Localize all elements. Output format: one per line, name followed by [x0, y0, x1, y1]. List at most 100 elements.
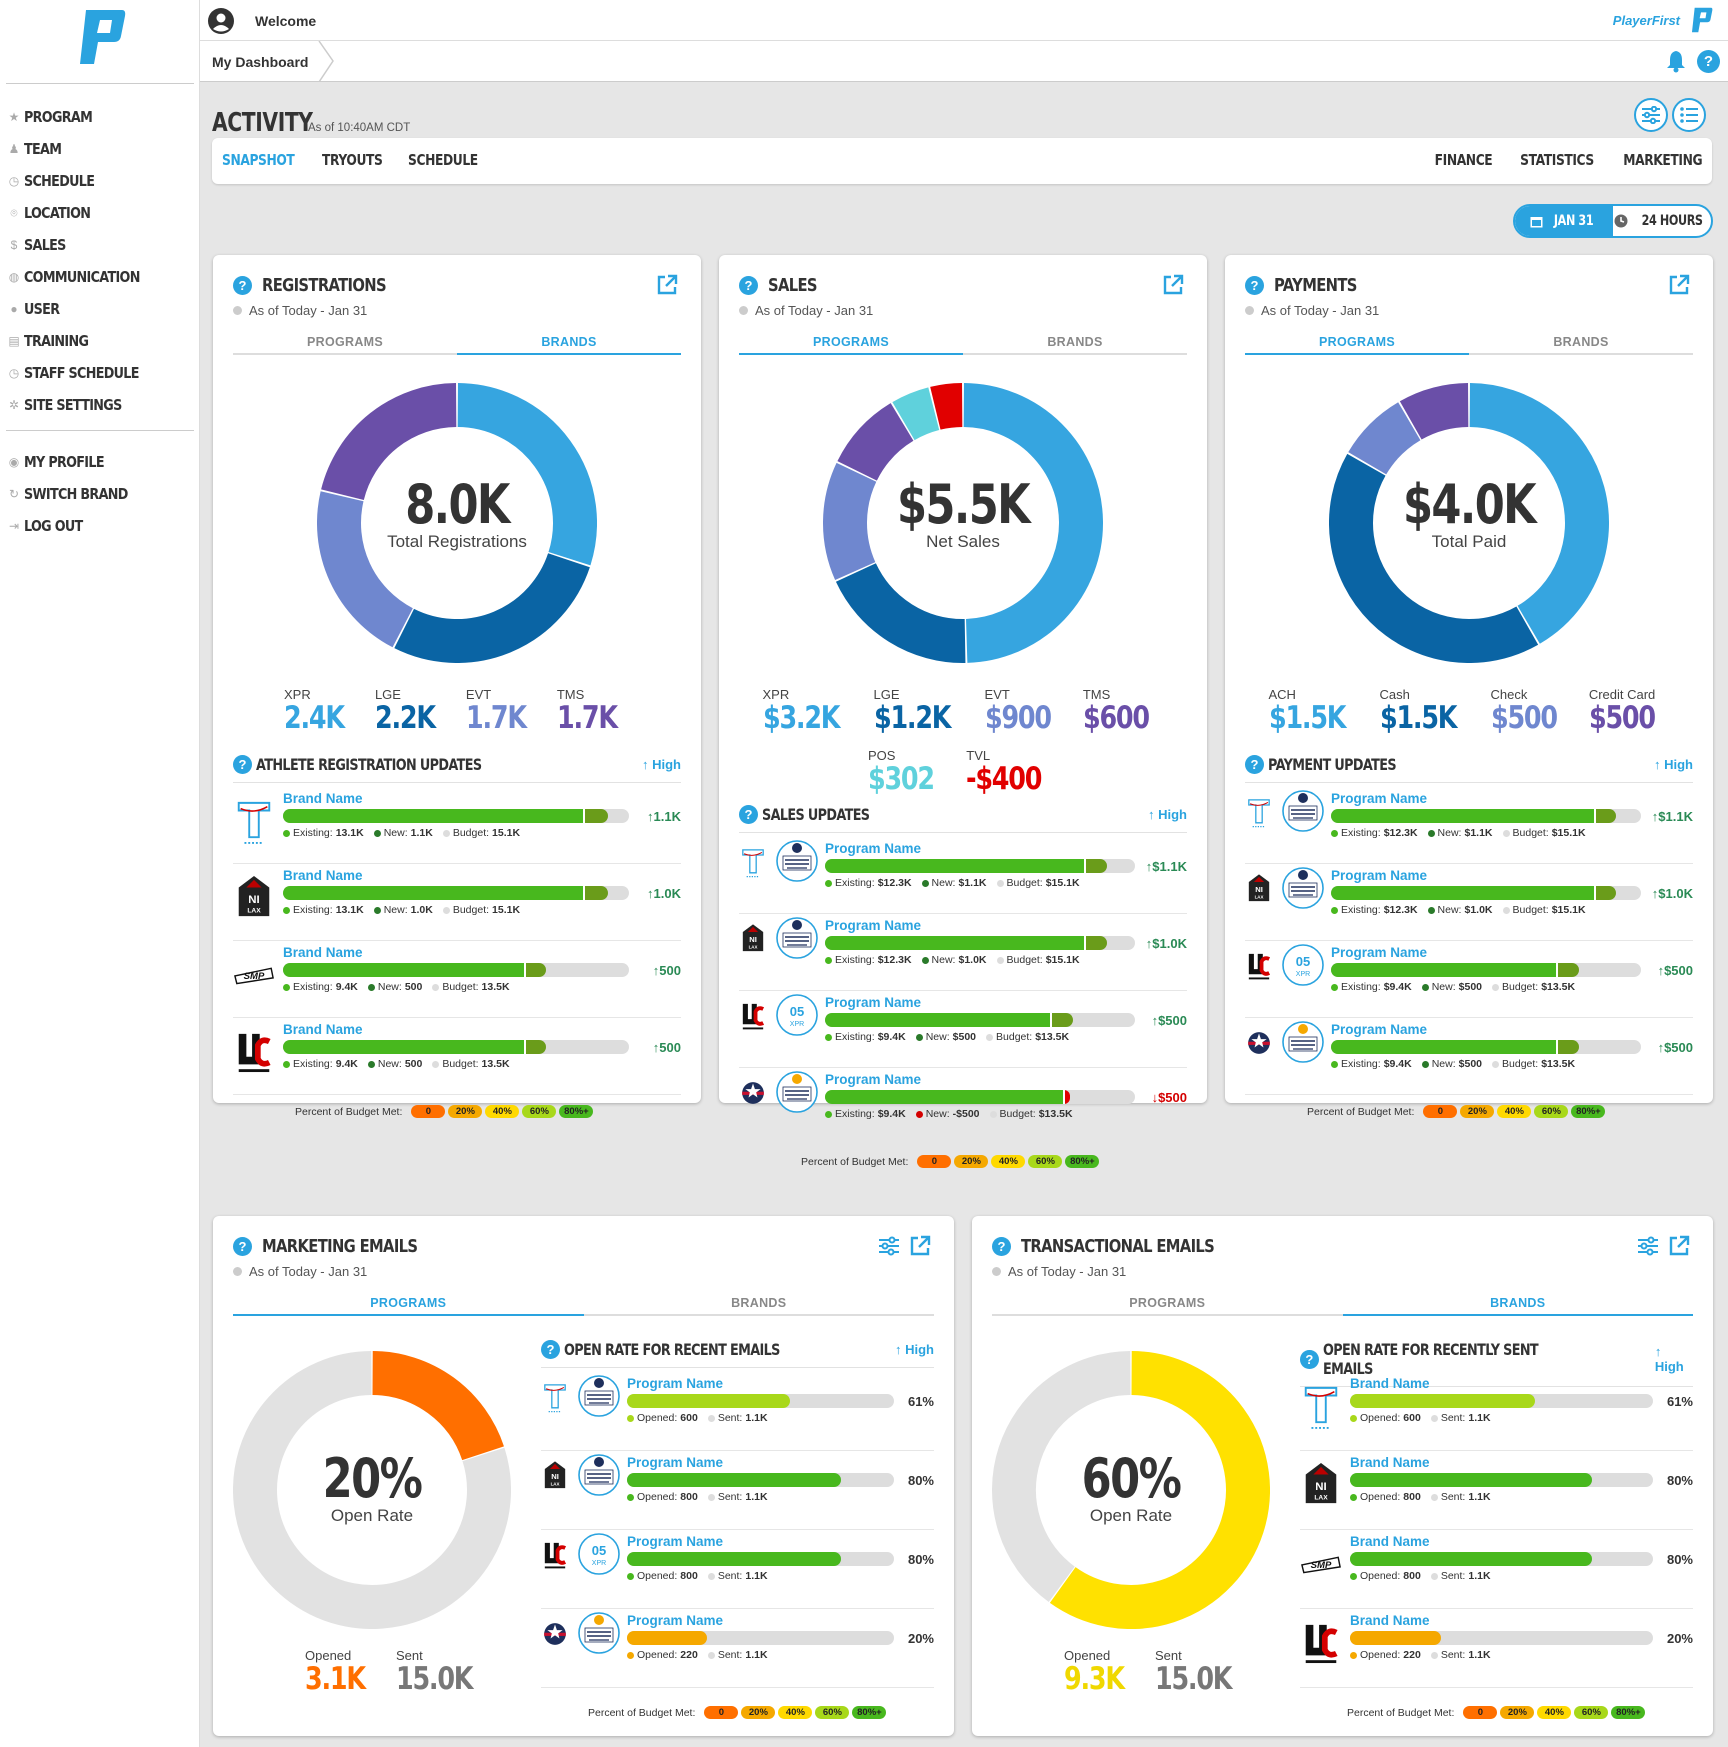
item-name[interactable]: Program Name: [825, 841, 922, 856]
sidebar-item-training[interactable]: ▤ TRAINING: [6, 325, 196, 357]
external-link-icon[interactable]: [1667, 1234, 1691, 1258]
sidebar-item-program[interactable]: ★ PROGRAM: [6, 101, 196, 133]
sidebar-item-user[interactable]: ● USER: [6, 293, 196, 325]
list-item[interactable]: NI LAX Program Name Existing: $12.3K New: $1…: [1245, 864, 1693, 941]
item-name[interactable]: Program Name: [627, 1455, 724, 1470]
help-icon[interactable]: ?: [1245, 276, 1264, 295]
help-icon[interactable]: ?: [739, 276, 758, 295]
playerfirst-logo[interactable]: [72, 6, 128, 68]
item-name[interactable]: Program Name: [1331, 868, 1428, 883]
external-link-icon[interactable]: [1161, 273, 1185, 297]
tab-statistics[interactable]: STATISTICS: [1520, 151, 1594, 169]
help-icon[interactable]: ?: [992, 1237, 1011, 1256]
list-item[interactable]: 05 XPR Program Name Existing: $9.4K New: $50…: [739, 991, 1187, 1068]
sort-high-button[interactable]: ↑ High: [1148, 807, 1187, 822]
donut-slice[interactable]: [992, 1351, 1132, 1603]
tab-brands[interactable]: BRANDS: [1469, 335, 1693, 355]
tab-schedule[interactable]: SCHEDULE: [408, 151, 478, 169]
sidebar-item-team[interactable]: ♟ TEAM: [6, 133, 196, 165]
item-name[interactable]: Program Name: [627, 1376, 724, 1391]
breadcrumb-dashboard[interactable]: My Dashboard: [212, 54, 309, 70]
donut-slice[interactable]: [317, 491, 414, 648]
donut-slice[interactable]: [930, 383, 963, 430]
donut-slice[interactable]: [823, 462, 877, 580]
item-name[interactable]: Program Name: [825, 995, 922, 1010]
list-item[interactable]: Program Name Existing: $12.3K New: $1.1K Bu…: [1245, 787, 1693, 864]
sort-high-button[interactable]: ↑ High: [642, 757, 681, 772]
donut-slice[interactable]: [1469, 383, 1609, 644]
list-item[interactable]: NI LAX Program Name Opened: 800 Sent: 1.1K 80…: [541, 1451, 934, 1530]
list-item[interactable]: SMP Brand Name Opened: 800 Sent: 1.1K 80%: [1300, 1530, 1693, 1609]
item-name[interactable]: Program Name: [825, 918, 922, 933]
donut-slice[interactable]: [233, 1351, 511, 1629]
help-icon[interactable]: ?: [1245, 755, 1264, 774]
sliders-icon[interactable]: [878, 1236, 900, 1256]
list-item[interactable]: Program Name Existing: $9.4K New: $500 Budg…: [1245, 1018, 1693, 1095]
avatar-icon[interactable]: [208, 8, 234, 34]
filter-button[interactable]: [1634, 98, 1668, 132]
list-item[interactable]: NI LAX Brand Name Existing: 13.1K New: 1.0K B…: [233, 864, 681, 941]
item-name[interactable]: Brand Name: [1350, 1534, 1430, 1549]
list-item[interactable]: Program Name Existing: $9.4K New: -$500 Bud…: [739, 1068, 1187, 1145]
item-name[interactable]: Brand Name: [283, 945, 363, 960]
list-item[interactable]: Brand Name Existing: 9.4K New: 500 Budget: …: [233, 1018, 681, 1095]
list-item[interactable]: NI LAX Program Name Existing: $12.3K New: $1…: [739, 914, 1187, 991]
donut-slice[interactable]: [394, 552, 590, 663]
sidebar-item-switch-brand[interactable]: ↻ SWITCH BRAND: [6, 478, 196, 510]
help-icon[interactable]: ?: [233, 1237, 252, 1256]
external-link-icon[interactable]: [655, 273, 679, 297]
item-name[interactable]: Program Name: [1331, 791, 1428, 806]
external-link-icon[interactable]: [1667, 273, 1691, 297]
item-name[interactable]: Program Name: [627, 1613, 724, 1628]
list-item[interactable]: Brand Name Opened: 220 Sent: 1.1K 20%: [1300, 1609, 1693, 1688]
tab-programs[interactable]: PROGRAMS: [1245, 335, 1469, 355]
item-name[interactable]: Brand Name: [1350, 1613, 1430, 1628]
sidebar-item-my-profile[interactable]: ◉ MY PROFILE: [6, 446, 196, 478]
range-button[interactable]: 24 HOURS: [1613, 206, 1711, 236]
help-icon[interactable]: ?: [541, 1340, 560, 1359]
donut-slice[interactable]: [835, 562, 966, 663]
list-item[interactable]: NI LAX Brand Name Opened: 800 Sent: 1.1K 80%: [1300, 1451, 1693, 1530]
donut-slice[interactable]: [1329, 453, 1539, 663]
tab-programs[interactable]: PROGRAMS: [739, 335, 963, 355]
donut-slice[interactable]: [371, 1351, 504, 1461]
sidebar-item-communication[interactable]: ◍ COMMUNICATION: [6, 261, 196, 293]
sliders-icon[interactable]: [1637, 1236, 1659, 1256]
donut-slice[interactable]: [837, 403, 915, 482]
donut-slice[interactable]: [892, 387, 940, 441]
donut-slice[interactable]: [321, 383, 457, 501]
date-button[interactable]: JAN 31: [1515, 206, 1613, 236]
tab-finance[interactable]: FINANCE: [1434, 151, 1493, 169]
sidebar-item-schedule[interactable]: ◷ SCHEDULE: [6, 165, 196, 197]
external-link-icon[interactable]: [908, 1234, 932, 1258]
list-item[interactable]: Brand Name Existing: 13.1K New: 1.1K Budget…: [233, 787, 681, 864]
sort-high-button[interactable]: ↑ High: [1654, 757, 1693, 772]
list-view-button[interactable]: [1672, 98, 1706, 132]
list-item[interactable]: 05 XPR Program Name Opened: 800 Sent: 1.1K 80…: [541, 1530, 934, 1609]
tab-marketing[interactable]: MARKETING: [1623, 151, 1702, 169]
help-icon[interactable]: ?: [739, 805, 758, 824]
tab-brands[interactable]: BRANDS: [963, 335, 1187, 355]
sort-high-button[interactable]: ↑ High: [895, 1342, 934, 1357]
help-icon[interactable]: ?: [233, 276, 252, 295]
item-name[interactable]: Program Name: [825, 1072, 922, 1087]
item-name[interactable]: Program Name: [627, 1534, 724, 1549]
tab-brands[interactable]: BRANDS: [457, 335, 681, 355]
sidebar-item-staff-schedule[interactable]: ◷ STAFF SCHEDULE: [6, 357, 196, 389]
tab-programs[interactable]: PROGRAMS: [233, 335, 457, 355]
item-name[interactable]: Brand Name: [283, 791, 363, 806]
donut-slice[interactable]: [1348, 402, 1422, 476]
tab-brands[interactable]: BRANDS: [583, 1296, 934, 1316]
item-name[interactable]: Program Name: [1331, 1022, 1428, 1037]
donut-slice[interactable]: [1399, 383, 1470, 440]
tab-tryouts[interactable]: TRYOUTS: [322, 151, 383, 169]
help-icon[interactable]: ?: [1300, 1349, 1319, 1369]
tab-programs[interactable]: PROGRAMS: [233, 1296, 584, 1316]
item-name[interactable]: Brand Name: [283, 1022, 363, 1037]
bell-icon[interactable]: [1664, 49, 1688, 73]
sidebar-item-site-settings[interactable]: ✲ SITE SETTINGS: [6, 389, 196, 421]
sidebar-item-sales[interactable]: $ SALES: [6, 229, 196, 261]
donut-slice[interactable]: [1049, 1351, 1270, 1629]
list-item[interactable]: Program Name Existing: $12.3K New: $1.1K Bu…: [739, 837, 1187, 914]
list-item[interactable]: Brand Name Opened: 600 Sent: 1.1K 61%: [1300, 1372, 1693, 1451]
